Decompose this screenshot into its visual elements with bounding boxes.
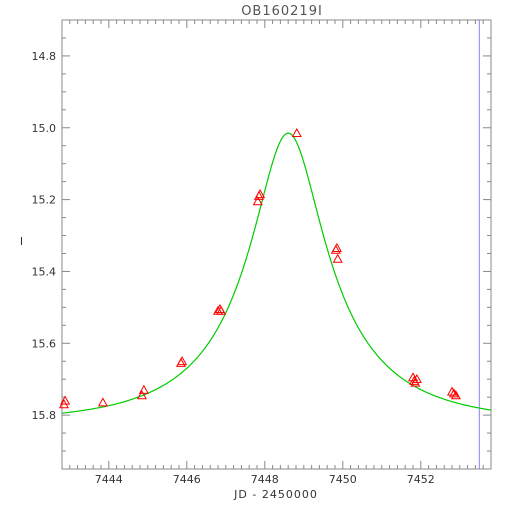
axis-tick-labels: 7444 7446 7448 7450 7452 14.8 15.0 15.2 15.4 15.6…: [32, 50, 435, 486]
data-point-triangle: [291, 127, 302, 138]
data-point-triangle: [446, 386, 458, 396]
y-tick-label: 15.0: [32, 122, 57, 135]
x-axis-label: JD - 2450000: [233, 488, 318, 501]
plot-frame: [61, 19, 492, 470]
model-fit-curve: [61, 132, 492, 414]
y-tick-label: 15.8: [32, 409, 57, 422]
data-point-triangle: [411, 373, 422, 384]
y-axis-label: I: [20, 235, 24, 248]
data-points: [58, 127, 461, 409]
data-point-triangle: [255, 188, 266, 199]
x-tick-label: 7452: [407, 473, 435, 486]
x-tick-label: 7444: [95, 473, 123, 486]
data-point-triangle: [450, 390, 461, 400]
data-point-triangle: [332, 253, 343, 263]
y-tick-label: 15.6: [32, 337, 57, 350]
y-tick-label: 15.4: [32, 265, 57, 278]
data-point-triangle: [252, 196, 263, 206]
data-point-triangle: [448, 388, 459, 398]
data-point-triangle: [60, 395, 71, 405]
x-tick-label: 7446: [173, 473, 201, 486]
x-tick-label: 7448: [251, 473, 279, 486]
x-tick-label: 7450: [329, 473, 357, 486]
chart-title: OB160219I: [241, 4, 323, 19]
y-tick-label: 15.2: [32, 194, 57, 207]
axis-ticks: [61, 19, 492, 470]
data-point-triangle: [407, 372, 419, 382]
data-point-triangle: [216, 305, 227, 315]
data-point-triangle: [138, 384, 149, 394]
data-point-triangle: [136, 390, 147, 400]
data-point-triangle: [177, 356, 188, 366]
data-point-triangle: [331, 242, 342, 252]
data-point-triangle: [97, 397, 108, 407]
y-tick-label: 14.8: [32, 50, 57, 63]
